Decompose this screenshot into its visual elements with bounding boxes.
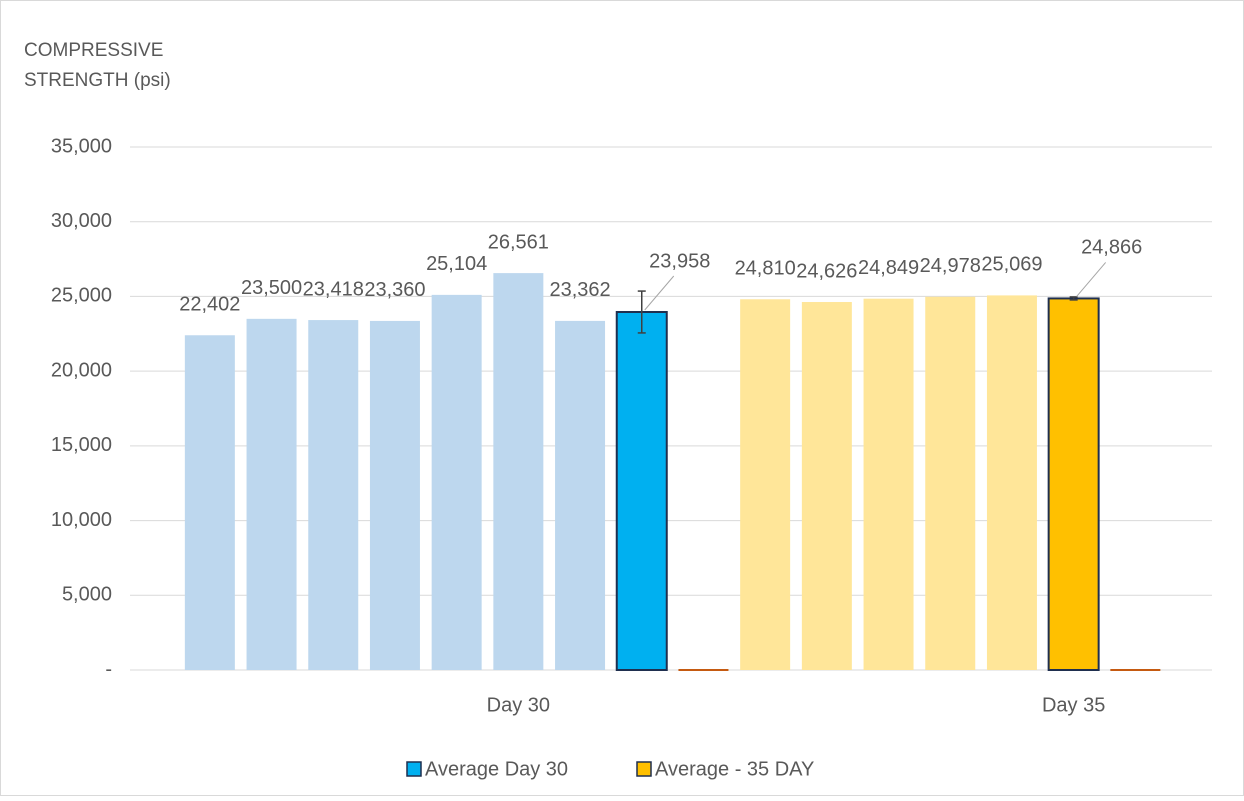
bar [308, 320, 359, 670]
y-tick-label: 30,000 [51, 210, 112, 232]
data-label: 24,849 [858, 257, 919, 279]
legend-label: Average Day 30 [425, 758, 568, 780]
y-tick-label: 15,000 [51, 434, 112, 456]
data-label: 24,626 [796, 260, 857, 282]
data-label: 23,362 [549, 279, 610, 301]
legend-swatch [636, 761, 652, 777]
data-label: 24,866 [1081, 237, 1142, 259]
data-label: 25,069 [981, 254, 1042, 276]
bar [801, 302, 852, 670]
data-label: 23,500 [241, 277, 302, 299]
bar [1110, 669, 1161, 671]
bar [493, 273, 544, 670]
bar [925, 296, 976, 670]
leader-line [1076, 262, 1107, 297]
y-tick-label: 5,000 [62, 584, 112, 606]
bar [615, 310, 668, 671]
bar [184, 335, 235, 670]
data-label: 24,810 [735, 258, 796, 280]
bar [369, 320, 420, 670]
data-label: 23,418 [303, 278, 364, 300]
bar [555, 320, 606, 670]
bar [863, 298, 914, 670]
bar [678, 669, 729, 671]
data-label: 22,402 [179, 294, 240, 316]
bar [246, 318, 297, 670]
data-label: 24,978 [920, 255, 981, 277]
data-label: 23,360 [364, 279, 425, 301]
y-axis-title: COMPRESSIVE STRENGTH (psi) [24, 40, 171, 91]
y-tick-label: 35,000 [51, 135, 112, 157]
legend-swatch [406, 761, 422, 777]
leader-line [644, 275, 675, 311]
data-label: 23,958 [649, 250, 710, 272]
bar [431, 294, 482, 670]
bar [740, 299, 791, 670]
bar [1047, 297, 1100, 671]
bar [986, 295, 1037, 670]
x-tick-label: Day 30 [487, 694, 550, 716]
y-tick-label: 20,000 [51, 359, 112, 381]
x-tick-label: Day 35 [1042, 694, 1105, 716]
y-tick-label: 10,000 [51, 509, 112, 531]
data-label: 26,561 [488, 231, 549, 253]
y-tick-label: 25,000 [51, 285, 112, 307]
data-label: 25,104 [426, 253, 487, 275]
legend-label: Average - 35 DAY [655, 758, 814, 780]
y-tick-label: - [105, 658, 112, 680]
